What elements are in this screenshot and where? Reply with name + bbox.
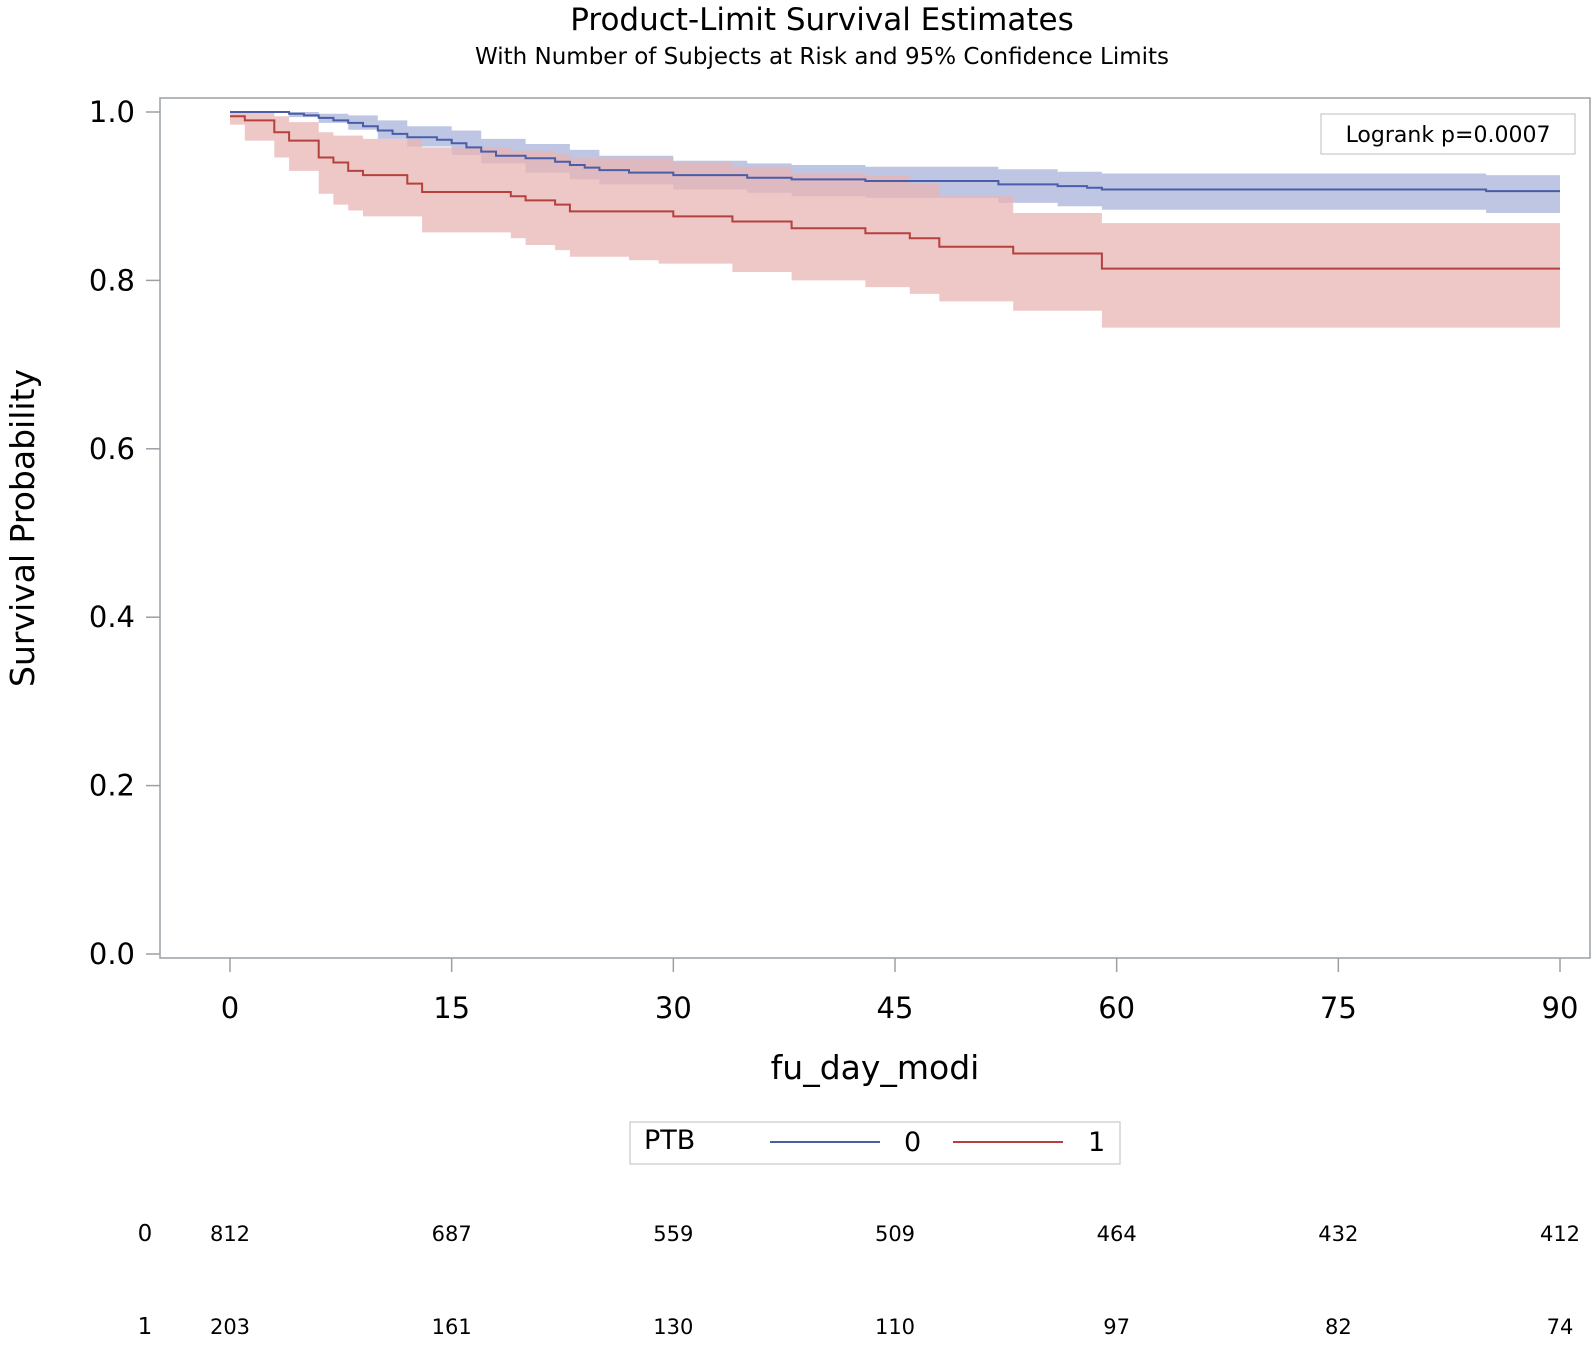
y-tick-label: 0.2 — [89, 769, 135, 803]
risk-count: 687 — [432, 1222, 472, 1246]
x-tick-label: 60 — [1098, 991, 1135, 1025]
legend-label-1: 1 — [1088, 1127, 1105, 1158]
risk-count: 509 — [875, 1222, 915, 1246]
risk-count: 82 — [1325, 1315, 1352, 1339]
annotation-box — [1320, 113, 1576, 155]
x-tick-label: 90 — [1542, 991, 1579, 1025]
risk-group-label: 0 — [138, 1221, 153, 1247]
risk-group-label: 1 — [138, 1314, 153, 1340]
y-tick-label: 0.4 — [89, 600, 135, 634]
y-tick-label: 0.6 — [89, 432, 135, 466]
x-tick-label: 0 — [221, 991, 239, 1025]
legend: PTB 0 1 — [629, 1121, 1121, 1165]
risk-count: 412 — [1540, 1222, 1580, 1246]
y-axis: 0.0 0.2 0.4 0.6 0.8 1.0 — [89, 95, 160, 971]
risk-count: 559 — [653, 1222, 693, 1246]
logrank-text: Logrank p=0.0007 — [1346, 123, 1551, 148]
risk-count: 812 — [210, 1222, 250, 1246]
x-axis: 0 15 30 45 60 75 90 — [221, 958, 1579, 1025]
legend-label-0: 0 — [904, 1127, 921, 1158]
risk-count: 203 — [210, 1315, 250, 1339]
confidence-bands — [230, 112, 1560, 328]
risk-count: 464 — [1097, 1222, 1137, 1246]
risk-count: 97 — [1103, 1315, 1130, 1339]
survival-curves — [230, 111, 1560, 270]
y-tick-label: 0.0 — [89, 937, 135, 971]
plot-frame — [159, 97, 1591, 959]
logrank-annotation: Logrank p=0.0007 — [1320, 113, 1576, 155]
risk-count: 110 — [875, 1315, 915, 1339]
chart-subtitle: With Number of Subjects at Risk and 95% … — [475, 44, 1169, 70]
confidence-band-0 — [230, 112, 1560, 213]
at-risk-table: 0 812 687 559 509 464 432 412 1 203 161 130 110 97 82 7… — [138, 1221, 1580, 1340]
confidence-band-1 — [230, 112, 1560, 328]
y-tick-label: 0.8 — [89, 263, 135, 297]
risk-count: 74 — [1547, 1315, 1574, 1339]
x-tick-label: 75 — [1320, 991, 1357, 1025]
x-tick-label: 30 — [655, 991, 692, 1025]
x-tick-label: 15 — [433, 991, 470, 1025]
y-axis-label: Survival Probability — [3, 369, 42, 687]
x-axis-label: fu_day_modi — [771, 1048, 980, 1087]
risk-count: 161 — [432, 1315, 472, 1339]
survival-curve-1 — [230, 115, 1560, 270]
legend-title: PTB — [644, 1125, 695, 1156]
y-tick-label: 1.0 — [89, 95, 135, 129]
x-tick-label: 45 — [877, 991, 914, 1025]
risk-count: 130 — [653, 1315, 693, 1339]
chart-title: Product-Limit Survival Estimates — [570, 2, 1074, 38]
risk-count: 432 — [1318, 1222, 1358, 1246]
survival-curve-0 — [230, 111, 1560, 193]
